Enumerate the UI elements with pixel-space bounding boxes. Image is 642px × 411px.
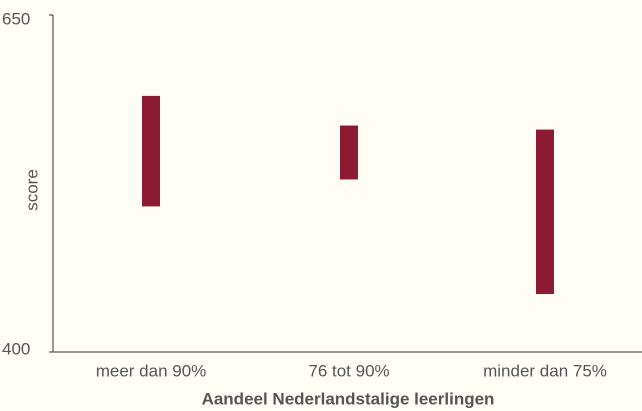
range-bar: [340, 125, 358, 180]
x-axis-label: Aandeel Nederlandstalige leerlingen: [202, 389, 495, 408]
x-tick-label: 76 tot 90%: [308, 361, 389, 380]
y-axis-label: score: [22, 169, 41, 211]
range-bar: [142, 95, 160, 207]
y-tick-label: 650: [2, 9, 30, 28]
y-tick-label: 400: [2, 339, 30, 358]
x-tick-label: minder dan 75%: [483, 361, 607, 380]
range-bar: [536, 129, 554, 295]
x-tick-label: meer dan 90%: [96, 361, 207, 380]
